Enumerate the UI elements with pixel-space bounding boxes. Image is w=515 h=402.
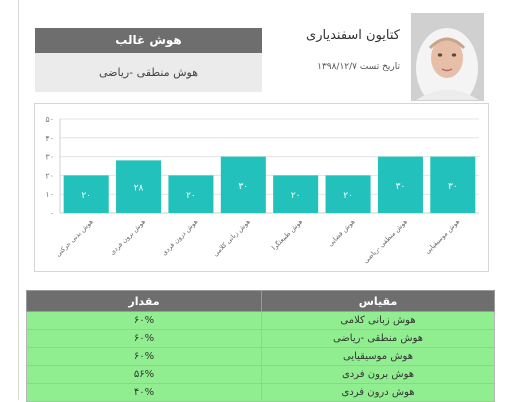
chart-svg: ۰ ۱۰ ۲۰ ۳۰ ۴۰ ۵۰ ۲۰ هوش بدنی حرکتی ۲۸ هوش برون فر… [45,115,479,265]
bar-value-label: ۲۰ [343,191,353,201]
bar [168,175,214,213]
table-cell-amount: ۴۰% [26,383,262,402]
intelligence-bar-chart: ۰ ۱۰ ۲۰ ۳۰ ۴۰ ۵۰ ۲۰ هوش بدنی حرکتی ۲۸ هوش برون فر… [34,103,489,272]
bar [430,156,476,213]
results-table: مقیاس مقدار هوش زبانی کلامی ۶۰% هوش منطق… [26,290,495,402]
table-row: هوش درون فردی ۴۰% [26,383,495,402]
x-tick-label: هوش بدنی حرکتی [54,217,95,258]
x-tick-label: هوش منطقی -ریاضی [362,217,409,264]
x-tick-label: هوش موسیقیایی [423,217,461,255]
table-cell-scale: هوش زبانی کلامی [261,311,495,330]
bar [325,175,371,213]
table-cell-scale: هوش موسیقیایی [261,347,495,366]
report-page [18,0,515,400]
y-tick-label: ۴۰ [45,134,54,143]
bar [116,160,162,213]
bar [273,175,319,213]
bar-value-label: ۲۰ [81,191,91,201]
table-row: هوش زبانی کلامی ۶۰% [26,311,495,330]
table-row: هوش برون فردی ۵۶% [26,365,495,384]
bar [220,156,266,213]
table-cell-amount: ۶۰% [26,347,262,366]
table-cell-scale: هوش درون فردی [261,383,495,402]
y-tick-label: ۵۰ [45,115,54,124]
y-tick-label: ۰ [50,209,54,218]
table-cell-amount: ۵۶% [26,365,262,384]
table-cell-amount: ۶۰% [26,329,262,348]
table-row: هوش منطقی -ریاضی ۶۰% [26,329,495,348]
dominant-intelligence-value: هوش منطقی -ریاضی [35,53,262,92]
y-tick-label: ۲۰ [45,171,54,180]
bar [377,156,423,213]
table-row: هوش موسیقیایی ۶۰% [26,347,495,366]
x-tick-label: هوش زبانی کلامی [211,217,252,258]
student-name: کتایون اسفندیاری [306,28,400,43]
table-cell-scale: هوش برون فردی [261,365,495,384]
profile-photo [411,13,484,101]
bar-value-label: ۲۰ [186,191,196,201]
bar-value-label: ۲۸ [134,184,144,194]
table-cell-amount: ۶۰% [26,311,262,330]
table-cell-scale: هوش منطقی -ریاضی [261,329,495,348]
bar-value-label: ۳۰ [238,182,248,192]
column-header-scale: مقیاس [261,290,495,312]
bar [63,175,109,213]
bar-value-label: ۳۰ [448,182,458,192]
y-tick-label: ۳۰ [45,153,54,162]
avatar-icon [412,14,483,100]
column-header-amount: مقدار [26,290,262,312]
x-tick-label: هوش برون فردی [108,217,147,256]
x-tick-label: هوش طبیعتگرا [270,217,304,251]
table-header-row: مقیاس مقدار [26,290,495,312]
y-tick-label: ۱۰ [45,190,54,199]
bar-value-label: ۳۰ [396,182,406,192]
dominant-intelligence-heading: هوش غالب [35,28,262,53]
x-tick-label: هوش درون فردی [160,217,200,257]
test-date: تاریخ تست ۱۳۹۸/۱۲/۷ [317,62,400,72]
dominant-intelligence-card: هوش غالب هوش منطقی -ریاضی [35,28,262,92]
bar-value-label: ۲۰ [291,191,301,201]
x-tick-label: هوش فضایی [326,217,357,248]
